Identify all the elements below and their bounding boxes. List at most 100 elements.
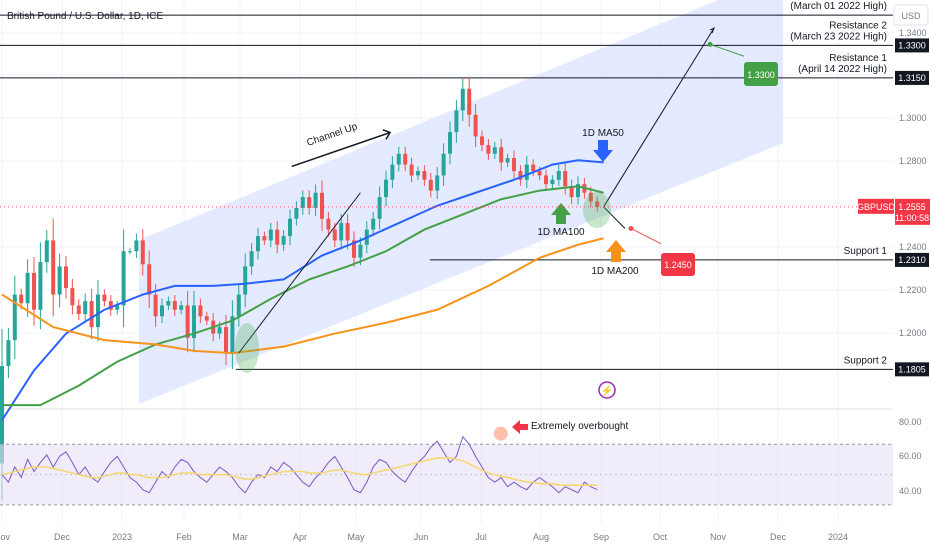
candle[interactable]: [339, 214, 344, 250]
level-price-tag: [895, 252, 929, 267]
candle-body: [294, 207, 299, 219]
candle[interactable]: [499, 138, 504, 171]
candle[interactable]: [569, 179, 574, 204]
candle[interactable]: [115, 300, 120, 315]
candle[interactable]: [160, 298, 164, 324]
event-marker-icon[interactable]: [598, 381, 616, 399]
candle[interactable]: [371, 211, 376, 237]
candle[interactable]: [441, 143, 446, 186]
candle[interactable]: [409, 157, 414, 183]
candle[interactable]: [544, 169, 548, 191]
candle[interactable]: [390, 156, 395, 189]
candle[interactable]: [38, 242, 43, 330]
candle[interactable]: [486, 139, 491, 160]
candle-body: [19, 294, 24, 304]
candle-body: [166, 301, 171, 306]
candle[interactable]: [480, 130, 484, 152]
candle[interactable]: [51, 218, 56, 317]
candle[interactable]: [326, 211, 331, 237]
candle[interactable]: [108, 295, 113, 316]
candle[interactable]: [140, 229, 145, 276]
candle[interactable]: [102, 289, 107, 307]
candle[interactable]: [185, 291, 190, 353]
candle[interactable]: [396, 146, 401, 172]
candle-body: [537, 171, 542, 176]
candle[interactable]: [288, 209, 292, 246]
candle[interactable]: [275, 221, 280, 254]
candle[interactable]: [313, 184, 318, 217]
candle[interactable]: [243, 253, 248, 308]
candle[interactable]: [192, 291, 196, 353]
candle[interactable]: [556, 165, 561, 186]
currency-button[interactable]: [893, 4, 929, 26]
candle[interactable]: [428, 172, 433, 198]
candle[interactable]: [320, 180, 324, 231]
main-chart[interactable]: Resistance 3(March 01 2022 High) Resistan…: [0, 0, 893, 501]
down-target-connector: [630, 228, 662, 245]
candle[interactable]: [467, 76, 472, 127]
rsi-panel[interactable]: Extremely overbought: [0, 420, 893, 506]
candle[interactable]: [563, 162, 568, 195]
candle[interactable]: [6, 327, 11, 379]
candle[interactable]: [83, 293, 88, 322]
candle[interactable]: [492, 141, 497, 160]
candle[interactable]: [134, 233, 139, 259]
candle[interactable]: [249, 242, 254, 275]
candle[interactable]: [236, 284, 241, 327]
candle[interactable]: [128, 248, 132, 255]
candle[interactable]: [345, 214, 350, 250]
candle[interactable]: [460, 78, 465, 121]
candle[interactable]: [57, 253, 62, 308]
candle-body: [6, 340, 11, 367]
candle[interactable]: [230, 300, 235, 369]
candle[interactable]: [300, 190, 305, 215]
candle[interactable]: [25, 259, 30, 317]
candle[interactable]: [512, 150, 516, 179]
candle[interactable]: [76, 299, 81, 321]
candle[interactable]: [384, 170, 388, 207]
candle[interactable]: [454, 99, 459, 143]
candle[interactable]: [70, 279, 75, 315]
level-sublabel: (March 01 2022 High): [790, 1, 887, 12]
candle[interactable]: [204, 311, 209, 326]
candle[interactable]: [550, 175, 555, 189]
candle[interactable]: [352, 231, 356, 267]
candle[interactable]: [147, 250, 152, 309]
candle[interactable]: [172, 295, 177, 316]
candle[interactable]: [531, 159, 536, 177]
candle-body: [358, 244, 363, 258]
candle[interactable]: [448, 121, 452, 165]
candle[interactable]: [268, 222, 273, 248]
candle[interactable]: [307, 190, 312, 215]
candle[interactable]: [377, 186, 382, 230]
channel-up-band: [139, 0, 783, 404]
candle[interactable]: [422, 165, 427, 186]
candle[interactable]: [179, 300, 184, 315]
candle[interactable]: [595, 196, 600, 212]
candle[interactable]: [12, 275, 17, 360]
candle[interactable]: [89, 288, 94, 340]
candle[interactable]: [121, 229, 126, 328]
candle[interactable]: [518, 165, 523, 186]
candle[interactable]: [416, 166, 420, 180]
candle[interactable]: [505, 153, 510, 167]
candle[interactable]: [281, 230, 286, 251]
candle[interactable]: [166, 296, 171, 310]
candle[interactable]: [198, 298, 203, 324]
rsi-tick-label: 40.00: [899, 486, 922, 496]
candle-body: [377, 197, 382, 219]
candle[interactable]: [524, 156, 529, 189]
candle[interactable]: [44, 229, 49, 273]
candle-body: [448, 132, 452, 154]
candle[interactable]: [64, 255, 68, 299]
candle[interactable]: [473, 104, 478, 147]
candle[interactable]: [262, 231, 267, 245]
candle-body: [192, 305, 196, 338]
candle[interactable]: [403, 146, 408, 172]
candle[interactable]: [256, 227, 260, 260]
candle[interactable]: [96, 280, 100, 342]
candle[interactable]: [435, 167, 440, 199]
candle[interactable]: [576, 176, 580, 205]
candle[interactable]: [294, 201, 299, 226]
